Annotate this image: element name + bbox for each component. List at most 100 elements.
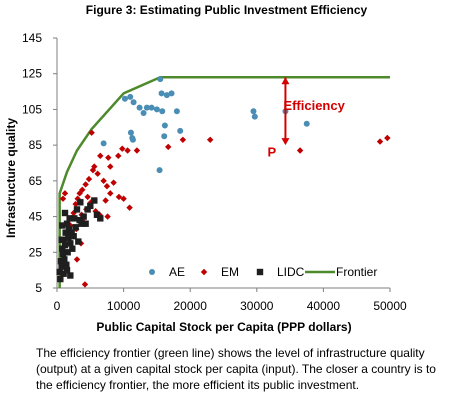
em-point <box>70 209 77 217</box>
y-tick-label: 125 <box>22 67 42 81</box>
ae-point <box>130 99 137 106</box>
lidc-point <box>57 275 64 283</box>
lidc-point <box>59 250 67 258</box>
ae-point <box>161 122 168 129</box>
em-point <box>94 170 101 177</box>
lidc-point <box>59 245 66 252</box>
points-layer <box>56 76 391 288</box>
lidc-point <box>80 213 87 220</box>
lidc-point <box>87 202 94 210</box>
figure-title: Figure 3: Estimating Public Investment E… <box>85 3 368 17</box>
lidc-point <box>71 215 78 222</box>
frontier-line <box>58 76 390 288</box>
em-point <box>81 281 89 288</box>
lidc-point <box>70 233 77 240</box>
lidc-point <box>73 206 81 213</box>
y-tick-label: 105 <box>22 102 42 116</box>
y-tick-label: 25 <box>29 245 43 259</box>
frontier-layer <box>58 76 390 288</box>
em-point <box>110 179 117 186</box>
em-point <box>107 163 114 170</box>
ae-point <box>100 140 107 147</box>
lidc-point <box>61 209 69 217</box>
lidc-point <box>62 229 69 236</box>
x-tick-label: 20000 <box>174 299 208 313</box>
em-point <box>102 197 109 204</box>
ae-point <box>140 110 147 116</box>
em-point <box>104 213 111 220</box>
ae-point <box>156 167 163 174</box>
scatter-chart: 5 25 45 65 85 105 125 145 0 10000 20000 30000 40000 5… <box>4 31 407 334</box>
x-tick-label: 40000 <box>307 299 341 313</box>
em-point <box>126 204 133 211</box>
y-tick-label: 145 <box>22 31 42 45</box>
ae-point <box>143 104 150 111</box>
legend-lidc-swatch <box>256 268 264 276</box>
legend-lidc-label: LIDC <box>277 265 305 279</box>
legend-em-swatch <box>200 268 208 276</box>
ae-point <box>250 108 257 115</box>
ae-point <box>153 106 160 113</box>
em-point <box>85 175 93 183</box>
lidc-point <box>77 199 84 206</box>
ae-point <box>121 95 128 102</box>
x-tick-label: 10000 <box>107 299 141 313</box>
ae-point <box>127 93 134 100</box>
em-point <box>124 147 131 154</box>
annotation-layer: Efficiency P <box>267 77 346 160</box>
ae-point <box>136 104 143 111</box>
lidc-point <box>65 225 73 233</box>
lidc-point <box>67 240 74 247</box>
lidc-point <box>58 263 65 270</box>
lidc-point <box>76 216 83 224</box>
legend-ae-label: AE <box>169 265 185 279</box>
lidc-point <box>64 249 71 256</box>
chart-legend: AE EM LIDC Frontier <box>149 265 377 279</box>
lidc-point <box>63 261 70 268</box>
em-point <box>133 147 141 154</box>
ae-point <box>158 90 165 97</box>
lidc-point <box>97 215 104 222</box>
y-axis-title: Infrastructure quality <box>4 118 18 238</box>
em-point <box>103 183 111 190</box>
lidc-point <box>78 220 85 227</box>
em-point <box>384 134 391 142</box>
y-tick-label: 45 <box>29 210 43 224</box>
lidc-point <box>60 270 67 277</box>
em-point <box>120 195 127 202</box>
em-point <box>100 177 107 185</box>
em-point <box>88 129 95 136</box>
em-point <box>179 136 187 143</box>
figure-caption: The efficiency frontier (green line) sho… <box>36 346 436 392</box>
legend-em-label: EM <box>221 265 239 279</box>
lidc-point <box>84 206 91 213</box>
point-p-label: P <box>267 145 276 160</box>
legend-frontier-label: Frontier <box>336 265 377 279</box>
em-point <box>206 136 214 143</box>
lidc-point <box>69 245 76 252</box>
x-axis-title: Public Capital Stock per Capita (PPP dol… <box>96 320 351 334</box>
lidc-point <box>57 258 65 265</box>
lidc-point <box>59 222 66 229</box>
x-tick-label: 0 <box>54 299 61 313</box>
ae-point <box>163 92 170 99</box>
lidc-point <box>63 266 71 274</box>
em-point <box>376 138 384 145</box>
em-point <box>67 222 74 229</box>
legend-ae-swatch <box>149 269 155 275</box>
em-point <box>59 195 67 202</box>
ae-point <box>177 127 184 134</box>
efficiency-label: Efficiency <box>283 98 345 113</box>
efficiency-arrow-head-down <box>281 138 290 146</box>
em-point <box>105 154 112 161</box>
ae-point <box>148 104 155 111</box>
lidc-point <box>75 238 82 245</box>
efficiency-arrow-head-up <box>281 77 290 85</box>
em-point <box>76 190 83 197</box>
em-point <box>115 193 123 201</box>
em-point <box>84 193 91 201</box>
em-point <box>296 147 304 154</box>
lidc-point <box>68 229 75 236</box>
ae-point <box>168 90 175 97</box>
lidc-point <box>63 220 71 227</box>
